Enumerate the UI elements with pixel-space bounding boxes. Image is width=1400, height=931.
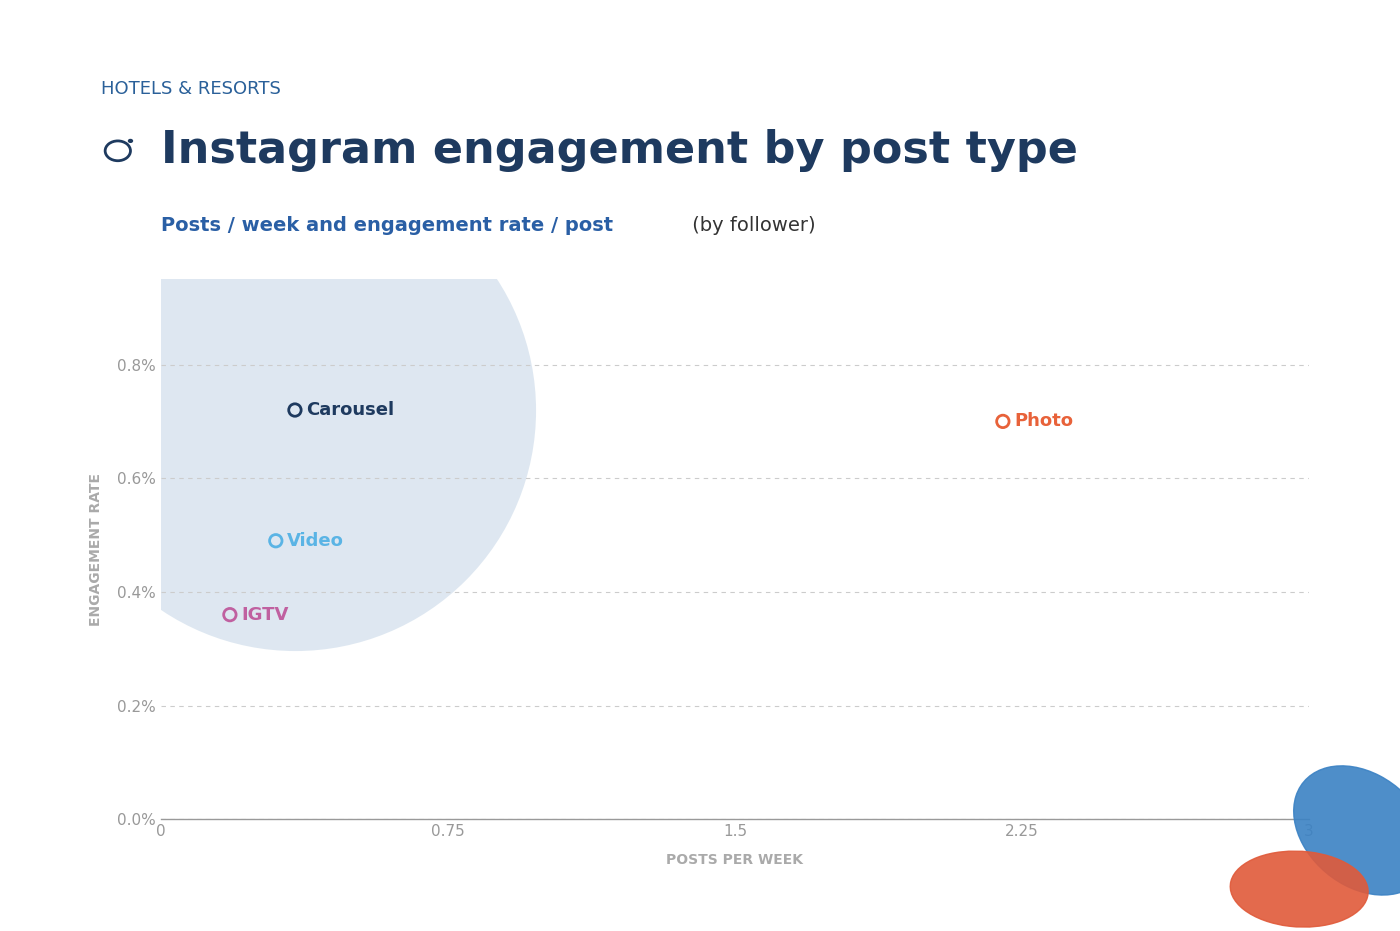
Text: (by follower): (by follower) bbox=[686, 216, 816, 235]
Text: Posts / week and engagement rate / post: Posts / week and engagement rate / post bbox=[161, 216, 613, 235]
Text: IGTV: IGTV bbox=[241, 606, 288, 624]
Point bbox=[218, 607, 241, 622]
Text: Photo: Photo bbox=[1015, 412, 1074, 430]
Point bbox=[991, 414, 1014, 429]
Y-axis label: ENGAGEMENT RATE: ENGAGEMENT RATE bbox=[90, 473, 104, 626]
Text: HOTELS & RESORTS: HOTELS & RESORTS bbox=[101, 80, 280, 98]
Ellipse shape bbox=[1231, 851, 1368, 927]
Ellipse shape bbox=[1294, 766, 1400, 895]
X-axis label: POSTS PER WEEK: POSTS PER WEEK bbox=[666, 853, 804, 867]
Point bbox=[265, 533, 287, 548]
Text: Carousel: Carousel bbox=[307, 401, 395, 419]
Circle shape bbox=[127, 139, 133, 143]
Text: Instagram engagement by post type: Instagram engagement by post type bbox=[161, 129, 1078, 172]
Point bbox=[284, 402, 307, 417]
Text: IQ: IQ bbox=[1268, 888, 1294, 909]
Text: Video: Video bbox=[287, 532, 344, 550]
Text: Rival: Rival bbox=[1263, 862, 1299, 877]
Point bbox=[284, 402, 307, 417]
